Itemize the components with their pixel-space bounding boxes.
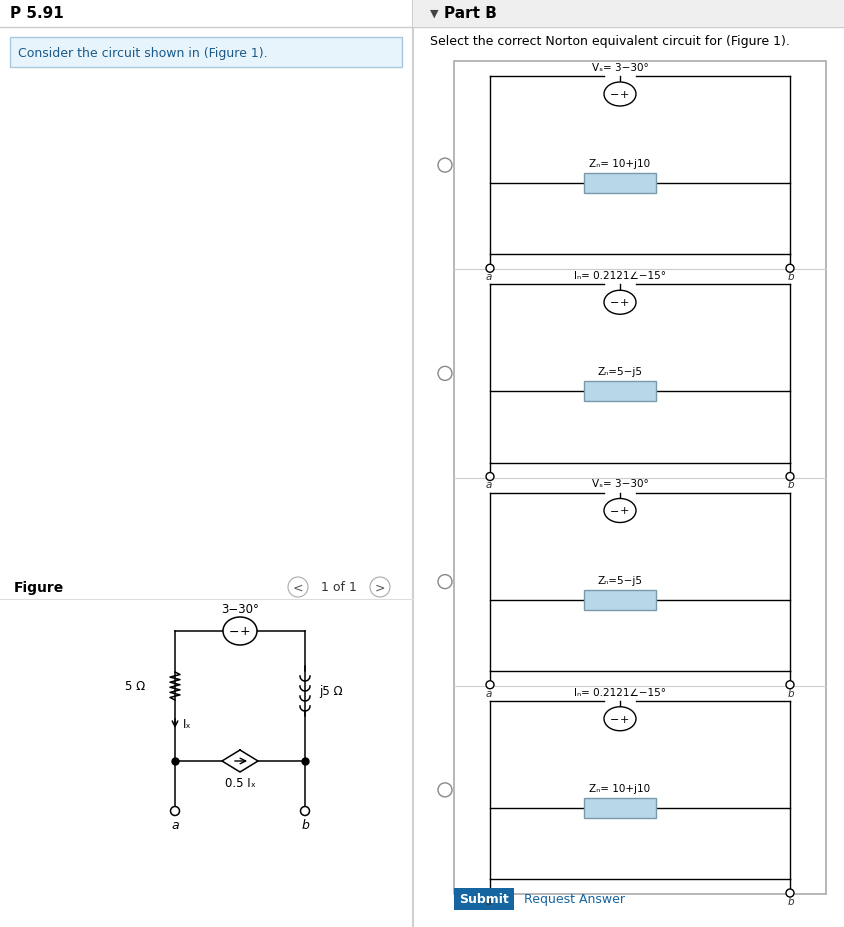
Circle shape — [785, 265, 793, 273]
Text: +: + — [619, 506, 628, 516]
Text: Iₙ= 0.2121∠−15°: Iₙ= 0.2121∠−15° — [573, 271, 665, 281]
Text: b: b — [300, 819, 309, 832]
Text: a: a — [485, 896, 491, 906]
Text: 3−30°: 3−30° — [221, 603, 258, 616]
Bar — [583, 382, 655, 402]
Text: j5 Ω: j5 Ω — [319, 685, 342, 698]
Text: <: < — [292, 581, 303, 594]
Text: Vₛ= 3−30°: Vₛ= 3−30° — [591, 63, 647, 73]
Text: −: − — [609, 506, 619, 516]
Text: −: − — [609, 714, 619, 724]
Text: Select the correct Norton equivalent circuit for (Figure 1).: Select the correct Norton equivalent cir… — [430, 35, 789, 48]
Text: 1 of 1: 1 of 1 — [321, 581, 356, 594]
Bar — [10, 38, 402, 68]
Text: Zₙ= 10+j10: Zₙ= 10+j10 — [589, 783, 650, 793]
Text: a: a — [485, 272, 491, 282]
Text: Request Answer: Request Answer — [523, 893, 625, 906]
Circle shape — [785, 473, 793, 481]
Circle shape — [170, 806, 179, 816]
Circle shape — [437, 367, 452, 381]
Ellipse shape — [223, 617, 257, 645]
Text: Figure: Figure — [14, 580, 64, 594]
Text: Iₙ= 0.2121∠−15°: Iₙ= 0.2121∠−15° — [573, 687, 665, 697]
Text: Part B: Part B — [443, 6, 496, 21]
Text: >: > — [374, 581, 385, 594]
Bar — [583, 798, 655, 818]
Ellipse shape — [603, 499, 636, 523]
Bar — [413, 0, 844, 28]
Text: Consider the circuit shown in (Figure 1).: Consider the circuit shown in (Figure 1)… — [18, 46, 268, 59]
Text: P 5.91: P 5.91 — [10, 6, 63, 21]
Text: a: a — [171, 819, 179, 832]
Text: −: − — [229, 625, 239, 638]
Text: Submit: Submit — [458, 893, 508, 906]
Circle shape — [288, 578, 307, 597]
Text: b: b — [787, 272, 793, 282]
Text: +: + — [619, 298, 628, 308]
Text: −: − — [609, 298, 619, 308]
Text: ▼: ▼ — [430, 9, 438, 19]
Ellipse shape — [603, 291, 636, 315]
Bar — [583, 174, 655, 194]
Text: Iₓ: Iₓ — [183, 717, 192, 730]
Bar — [453, 888, 513, 910]
Ellipse shape — [603, 83, 636, 107]
Text: Zₙ=5−j5: Zₙ=5−j5 — [597, 367, 641, 377]
Text: 5 Ω: 5 Ω — [125, 679, 145, 692]
Circle shape — [485, 681, 494, 689]
Text: 0.5 Iₓ: 0.5 Iₓ — [225, 777, 255, 790]
Bar — [0, 0, 844, 28]
Text: +: + — [240, 625, 250, 638]
Circle shape — [437, 159, 452, 173]
Circle shape — [370, 578, 390, 597]
Text: −: − — [609, 90, 619, 100]
Circle shape — [437, 783, 452, 797]
Text: Vₛ= 3−30°: Vₛ= 3−30° — [591, 479, 647, 489]
Text: a: a — [485, 480, 491, 490]
Text: +: + — [619, 90, 628, 100]
Circle shape — [300, 806, 309, 816]
Text: Zₙ=5−j5: Zₙ=5−j5 — [597, 575, 641, 585]
Text: b: b — [787, 896, 793, 906]
Circle shape — [485, 265, 494, 273]
Text: +: + — [619, 714, 628, 724]
Text: a: a — [485, 688, 491, 698]
Circle shape — [485, 473, 494, 481]
Text: b: b — [787, 688, 793, 698]
Circle shape — [785, 681, 793, 689]
Bar — [583, 590, 655, 610]
Circle shape — [437, 575, 452, 589]
Ellipse shape — [603, 707, 636, 731]
Text: b: b — [787, 480, 793, 490]
Circle shape — [485, 889, 494, 897]
Circle shape — [785, 889, 793, 897]
Text: Zₙ= 10+j10: Zₙ= 10+j10 — [589, 159, 650, 169]
Bar — [453, 62, 825, 894]
